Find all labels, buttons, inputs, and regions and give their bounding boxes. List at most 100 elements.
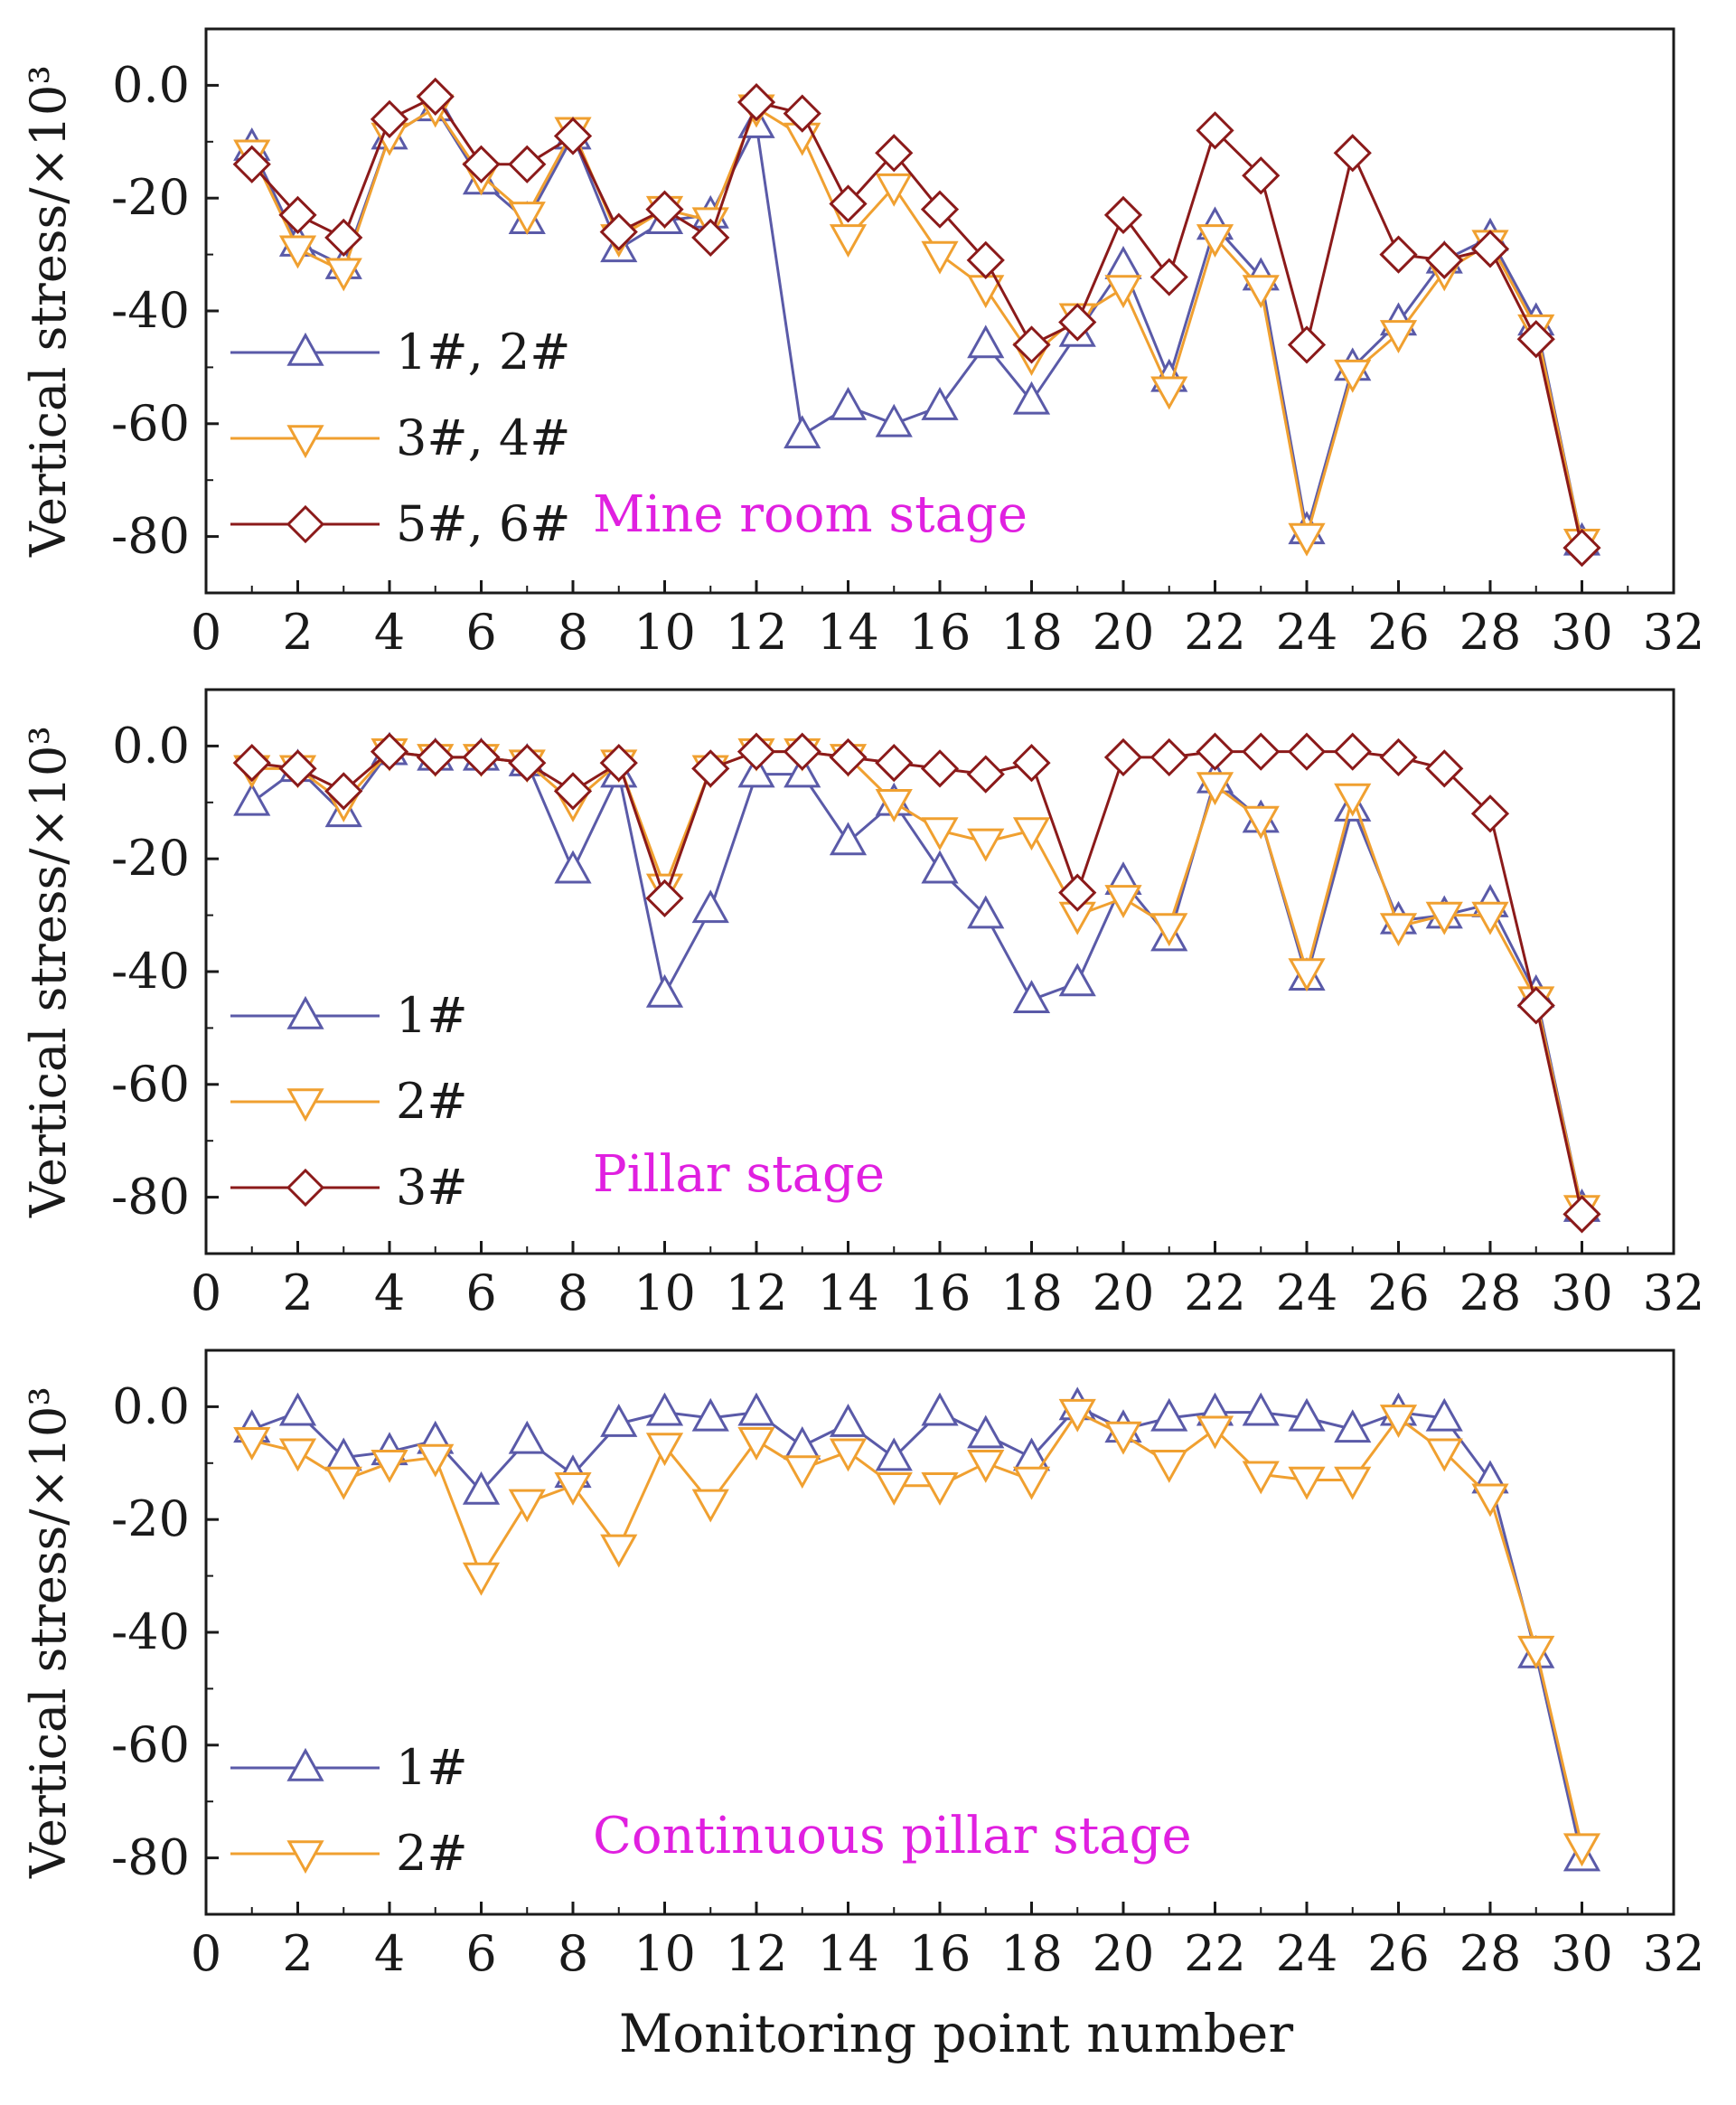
data-point-series-3 — [1516, 320, 1555, 359]
data-point-series-2 — [1334, 783, 1372, 817]
x-tick-label: 24 — [1276, 1264, 1338, 1321]
x-tick-label: 20 — [1093, 1925, 1155, 1982]
x-tick-label: 16 — [909, 1925, 971, 1982]
x-tick-label: 6 — [465, 604, 496, 661]
data-point-series-1 — [691, 889, 729, 924]
y-axis-label: Vertical stress/×10³ — [20, 726, 77, 1218]
data-point-series-3 — [966, 755, 1005, 794]
y-axis-label: Vertical stress/×10³ — [20, 65, 77, 558]
x-tick-label: 26 — [1367, 1264, 1430, 1321]
y-tick-label: -80 — [111, 1169, 190, 1226]
data-point-series-3 — [1196, 732, 1234, 771]
data-point-series-1 — [645, 973, 684, 1008]
data-point-series-2 — [1288, 522, 1326, 557]
x-tick-label: 22 — [1184, 1264, 1246, 1321]
data-point-series-3 — [232, 145, 271, 183]
data-point-series-1 — [967, 895, 1005, 929]
data-point-series-2 — [278, 235, 317, 269]
data-point-series-3 — [1103, 195, 1143, 235]
data-point-series-1 — [829, 387, 868, 420]
x-tick-label: 0 — [191, 1264, 221, 1321]
data-point-series-3 — [1287, 732, 1327, 771]
data-point-series-1 — [278, 1392, 317, 1426]
data-point-series-1 — [829, 822, 868, 856]
data-point-series-2 — [1196, 772, 1234, 806]
data-point-series-3 — [1333, 732, 1372, 771]
data-point-series-2 — [1012, 817, 1051, 851]
data-point-series-1 — [1012, 980, 1051, 1013]
data-point-series-2 — [691, 1489, 729, 1523]
data-point-series-2 — [967, 1450, 1005, 1483]
x-tick-label: 14 — [817, 1925, 879, 1982]
y-axis-label: Vertical stress/×10³ — [20, 1386, 77, 1879]
data-point-series-2 — [1471, 901, 1509, 935]
series-line-2 — [251, 750, 1583, 1209]
data-point-series-2 — [1334, 1466, 1372, 1500]
data-point-series-1 — [1150, 1397, 1188, 1432]
data-point-series-3 — [553, 117, 593, 155]
x-axis-label: Monitoring point number — [619, 2003, 1293, 2064]
data-point-series-3 — [966, 240, 1005, 279]
legend-label: 3#, 4# — [396, 409, 571, 466]
x-tick-label: 6 — [465, 1925, 496, 1982]
data-point-series-1 — [967, 324, 1005, 359]
data-point-series-2 — [1150, 376, 1188, 410]
data-point-series-2 — [1379, 913, 1418, 947]
data-point-series-2 — [1288, 958, 1326, 992]
data-point-series-1 — [508, 1420, 546, 1454]
data-point-series-2 — [829, 1438, 868, 1472]
data-point-series-1 — [1058, 963, 1096, 997]
stage-label: Mine room stage — [593, 485, 1028, 544]
x-tick-label: 22 — [1184, 1925, 1246, 1982]
data-point-series-2 — [417, 1443, 455, 1478]
x-tick-label: 32 — [1643, 1925, 1705, 1982]
x-tick-label: 16 — [909, 604, 971, 661]
data-point-series-2 — [1379, 1405, 1418, 1438]
data-point-series-2 — [967, 828, 1005, 862]
data-point-series-1 — [691, 1397, 729, 1432]
x-tick-label: 10 — [633, 604, 696, 661]
data-point-series-2 — [645, 1433, 684, 1467]
data-point-series-3 — [875, 743, 914, 783]
data-point-series-2 — [1288, 1466, 1326, 1500]
data-point-series-1 — [875, 1437, 913, 1471]
x-tick-label: 12 — [726, 1925, 788, 1982]
data-point-series-2 — [921, 817, 959, 851]
series-line-3 — [251, 750, 1583, 1215]
x-tick-label: 8 — [558, 1264, 588, 1321]
data-point-series-2 — [1150, 913, 1188, 947]
data-point-series-3 — [278, 195, 317, 235]
data-point-series-2 — [508, 1489, 546, 1523]
data-point-series-2 — [324, 258, 362, 292]
data-point-series-3 — [416, 738, 455, 777]
data-point-series-1 — [1012, 381, 1051, 415]
x-tick-label: 2 — [282, 1925, 313, 1982]
data-point-series-3 — [920, 190, 960, 229]
x-tick-label: 30 — [1551, 1264, 1613, 1321]
legend-marker — [286, 1168, 325, 1208]
data-point-series-2 — [1562, 1833, 1601, 1867]
x-tick-label: 10 — [633, 1264, 696, 1321]
data-point-series-1 — [921, 1392, 959, 1426]
data-point-series-3 — [324, 772, 363, 811]
data-point-series-2 — [1104, 1421, 1142, 1455]
y-tick-label: -20 — [111, 169, 190, 226]
x-tick-label: 4 — [374, 1925, 405, 1982]
x-tick-label: 18 — [1000, 1925, 1063, 1982]
data-point-series-3 — [278, 749, 317, 788]
data-point-series-2 — [462, 1562, 501, 1596]
x-tick-label: 10 — [633, 1925, 696, 1982]
data-point-series-3 — [370, 732, 409, 771]
data-point-series-3 — [1425, 749, 1464, 788]
data-point-series-1 — [784, 415, 821, 449]
legend-marker — [286, 1840, 324, 1875]
x-tick-label: 24 — [1276, 604, 1338, 661]
y-tick-label: -80 — [111, 508, 190, 565]
data-point-series-3 — [1516, 986, 1555, 1025]
x-tick-label: 8 — [558, 604, 588, 661]
data-point-series-3 — [1150, 738, 1188, 777]
data-point-series-3 — [508, 145, 547, 183]
data-point-series-3 — [1103, 738, 1143, 777]
data-point-series-2 — [508, 202, 546, 235]
data-point-series-1 — [784, 1426, 821, 1460]
